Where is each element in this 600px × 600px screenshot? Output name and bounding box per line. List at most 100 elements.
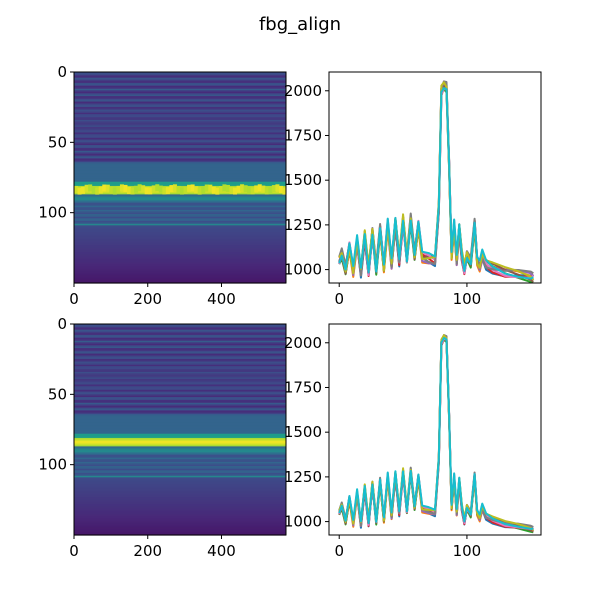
heatmap-row (74, 277, 286, 280)
heatmap-row (74, 152, 286, 155)
heatmap-row (74, 278, 286, 281)
heatmap-row (74, 401, 286, 404)
heatmap-row (74, 86, 286, 89)
heatmap-row (74, 416, 286, 419)
heatmap-band-cell (180, 187, 185, 195)
heatmap-band-cell (141, 185, 146, 193)
heatmap-panel-bottom-left: 0 200 400 0 50 100 (38, 315, 287, 560)
heatmap-row (74, 426, 286, 429)
heatmap-row (74, 328, 286, 331)
heatmap-row (74, 430, 286, 433)
heatmap-row (74, 342, 286, 345)
heatmap-band-cell (183, 186, 188, 194)
heatmap-band-cell (88, 184, 93, 192)
heatmap-row (74, 343, 286, 346)
heatmap-row (74, 275, 286, 278)
heatmap-band-cell (176, 185, 181, 193)
heatmap-band-cell (95, 187, 100, 195)
heatmap-row (74, 226, 286, 229)
heatmap-row (74, 166, 286, 169)
heatmap-row (74, 504, 286, 507)
heatmap-row (74, 243, 286, 246)
heatmap-row (74, 488, 286, 491)
heatmap-row (74, 444, 286, 447)
heatmap-row (74, 164, 286, 167)
heatmap-row (74, 114, 286, 117)
heatmap-row (74, 274, 286, 277)
heatmap-row (74, 100, 286, 103)
heatmap-row (74, 511, 286, 514)
heatmap-band-cell (257, 184, 262, 192)
heatmap-row (74, 254, 286, 257)
heatmap-row (74, 459, 286, 462)
heatmap-row (74, 463, 286, 466)
y-tick-label: 2000 (284, 334, 322, 352)
heatmap-row (74, 391, 286, 394)
heatmap-band-cell (222, 184, 227, 192)
heatmap-row (74, 250, 286, 253)
heatmap-row (74, 409, 286, 412)
heatmap-row (74, 361, 286, 364)
axes-frame (328, 71, 542, 284)
x-tick-label: 0 (69, 290, 79, 308)
heatmap-row (74, 470, 286, 473)
heatmap-row (74, 421, 286, 424)
heatmap-row (74, 102, 286, 105)
heatmap-row (74, 170, 286, 173)
heatmap-band-cell (268, 187, 273, 195)
heatmap-band-cell (144, 187, 149, 195)
heatmap-band-cell (119, 184, 124, 192)
heatmap-row (74, 104, 286, 107)
heatmap-row (74, 229, 286, 232)
heatmap-row (74, 256, 286, 259)
heatmap-row (74, 153, 286, 156)
heatmap-row (74, 425, 286, 428)
heatmap-band-cell (282, 187, 287, 195)
x-tick-label: 400 (207, 542, 236, 560)
heatmap-row (74, 440, 286, 443)
heatmap-row (74, 449, 286, 452)
heatmap-row (74, 385, 286, 388)
heatmap-row (74, 350, 286, 353)
heatmap-row (74, 364, 286, 367)
heatmap-band-cell (225, 184, 230, 192)
heatmap-row (74, 366, 286, 369)
heatmap-row (74, 261, 286, 264)
heatmap-row (74, 271, 286, 274)
heatmap-row (74, 246, 286, 249)
heatmap-row (74, 221, 286, 224)
y-tick-label: 1500 (284, 171, 322, 189)
heatmap-row (74, 478, 286, 481)
heatmap-row (74, 484, 286, 487)
heatmap-row (74, 360, 286, 363)
heatmap-band-cell (201, 186, 206, 194)
heatmap-row (74, 482, 286, 485)
heatmap-row (74, 494, 286, 497)
x-tick-label: 0 (69, 542, 79, 560)
heatmap-row (74, 160, 286, 163)
y-tick-label: 1000 (284, 513, 322, 531)
heatmap-row (74, 522, 286, 525)
heatmap-row (74, 422, 286, 425)
heatmap-row (74, 128, 286, 131)
heatmap-row (74, 502, 286, 505)
heatmap-row (74, 477, 286, 480)
heatmap-row (74, 414, 286, 417)
heatmap-row (74, 79, 286, 82)
heatmap-row (74, 352, 286, 355)
heatmap-band-cell (261, 185, 266, 193)
heatmap-row (74, 513, 286, 516)
heatmap-row (74, 98, 286, 101)
heatmap-row (74, 460, 286, 463)
heatmap-row (74, 76, 286, 79)
heatmap-row (74, 333, 286, 336)
heatmap-row (74, 140, 286, 143)
heatmap-row (74, 466, 286, 469)
y-tick-label: 1750 (284, 126, 322, 144)
heatmap-row (74, 520, 286, 523)
heatmap-row (74, 491, 286, 494)
heatmap-row (74, 485, 286, 488)
heatmap-row (74, 359, 286, 362)
y-tick-label: 1250 (284, 468, 322, 486)
heatmap-band-cell (130, 187, 135, 195)
